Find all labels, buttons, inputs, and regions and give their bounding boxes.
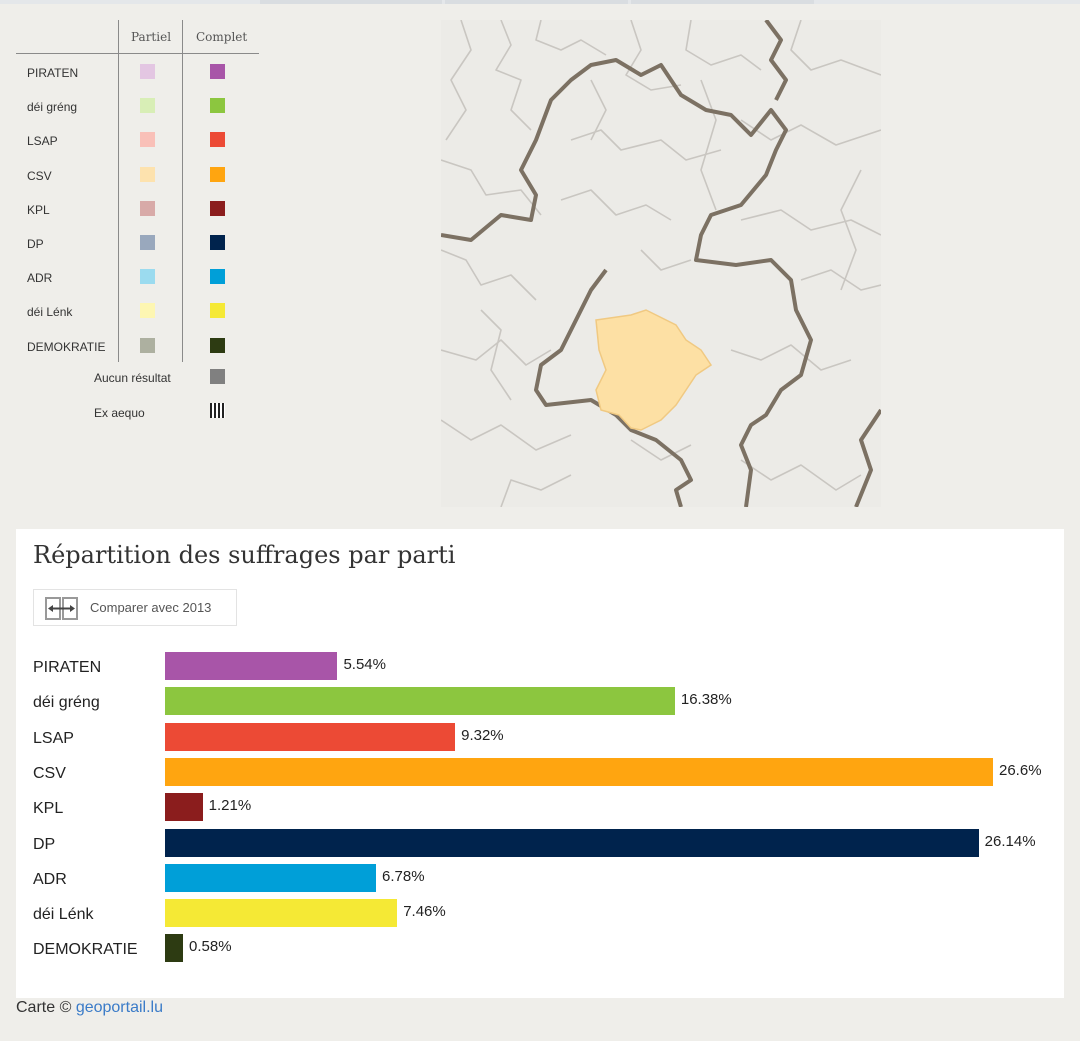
bar-value-label: 9.32% [461, 726, 504, 744]
vote-distribution-panel: Répartition des suffrages par parti Comp… [16, 529, 1064, 998]
legend-complete-swatch [210, 166, 225, 182]
bar-mark[interactable] [165, 934, 184, 963]
bar-category-label: DP [33, 835, 56, 853]
legend-partial-swatch [140, 303, 155, 319]
top-tab[interactable] [631, 0, 814, 4]
legend-partial-header: Partiel [131, 30, 172, 44]
bar-category-label: déi Lénk [33, 906, 94, 924]
compare-button-label: Comparer avec 2013 [90, 600, 212, 615]
map-legend: Partiel Complet PIRATEN déi gréng LSAP CSV K… [16, 20, 266, 440]
bar-value-label: 26.6% [999, 761, 1042, 779]
bar-mark[interactable] [165, 828, 979, 857]
legend-party-label: PIRATEN [27, 66, 79, 80]
legend-divider [182, 20, 183, 362]
chart-title: Répartition des suffrages par parti [33, 541, 456, 569]
legend-divider [118, 20, 119, 362]
bar-category-label: DEMOKRATIE [33, 941, 138, 959]
bar-category-label: KPL [33, 800, 64, 818]
bar-category-label: déi gréng [33, 694, 100, 712]
legend-header-rule [16, 53, 259, 54]
bar-value-label: 16.38% [680, 691, 732, 709]
legend-party-label: LSAP [27, 134, 58, 149]
bar-value-label: 5.54% [343, 656, 386, 673]
legend-complete-swatch [210, 235, 225, 250]
bar-value-label: 0.58% [189, 938, 232, 956]
bar-value-label: 7.46% [403, 903, 446, 921]
legend-partial-swatch [140, 132, 155, 148]
bar-category-label: CSV [33, 764, 66, 782]
compare-2013-button[interactable]: Comparer avec 2013 [33, 589, 237, 626]
legend-partial-swatch [140, 235, 155, 250]
legend-party-label: DP [27, 237, 44, 251]
legend-partial-swatch [140, 337, 155, 353]
legend-partial-swatch [140, 166, 155, 182]
legend-complete-swatch [210, 132, 225, 148]
top-tab[interactable] [260, 0, 442, 4]
credit-prefix: Carte © [16, 999, 72, 1016]
legend-complete-swatch [210, 269, 225, 285]
commune-map[interactable] [441, 20, 881, 507]
legend-partial-swatch [140, 64, 155, 79]
tie-label: Ex aequo [94, 406, 145, 420]
legend-party-label: CSV [27, 168, 52, 183]
bar-category-label: PIRATEN [33, 659, 102, 676]
bar-mark[interactable] [165, 899, 398, 928]
legend-party-label: KPL [27, 202, 50, 217]
legend-party-label: ADR [27, 271, 53, 286]
bar-mark[interactable] [165, 863, 377, 892]
legend-partial-swatch [140, 269, 155, 285]
top-tab[interactable] [445, 0, 628, 4]
legend-complete-swatch [210, 303, 225, 319]
no-result-label: Aucun résultat [94, 371, 171, 385]
bar-mark[interactable] [165, 757, 993, 786]
map-svg [441, 20, 881, 507]
legend-complete-swatch [210, 337, 225, 353]
bar-value-label: 1.21% [208, 797, 252, 815]
legend-partial-swatch [140, 98, 155, 114]
bar-mark[interactable] [165, 687, 675, 716]
legend-complete-swatch [210, 200, 225, 216]
geoportail-link[interactable]: geoportail.lu [75, 999, 163, 1016]
bar-value-label: 6.78% [382, 867, 425, 885]
legend-complete-swatch [210, 98, 225, 114]
bar-chart: PIRATEN 5.54% déi gréng 16.38% LSAP 9.32% CSV 2… [16, 529, 1064, 998]
map-credit: Carte © geoportail.lu [16, 999, 163, 1017]
bar-category-label: ADR [33, 870, 67, 888]
bar-category-label: LSAP [33, 729, 74, 747]
bar-mark[interactable] [165, 793, 203, 822]
legend-party-label: déi Lénk [27, 305, 73, 320]
compare-arrows-icon [45, 597, 78, 620]
legend-partial-swatch [140, 200, 155, 216]
legend-party-label: déi gréng [27, 100, 78, 115]
legend-complete-header: Complet [196, 30, 248, 44]
tie-swatch [210, 403, 225, 418]
bar-value-label: 26.14% [984, 832, 1036, 850]
bar-mark[interactable] [165, 652, 338, 680]
no-result-swatch [210, 369, 225, 384]
bar-mark[interactable] [165, 722, 456, 751]
legend-party-label: DEMOKRATIE [27, 339, 106, 354]
top-tab-strip [0, 0, 1080, 4]
legend-complete-swatch [210, 64, 225, 79]
